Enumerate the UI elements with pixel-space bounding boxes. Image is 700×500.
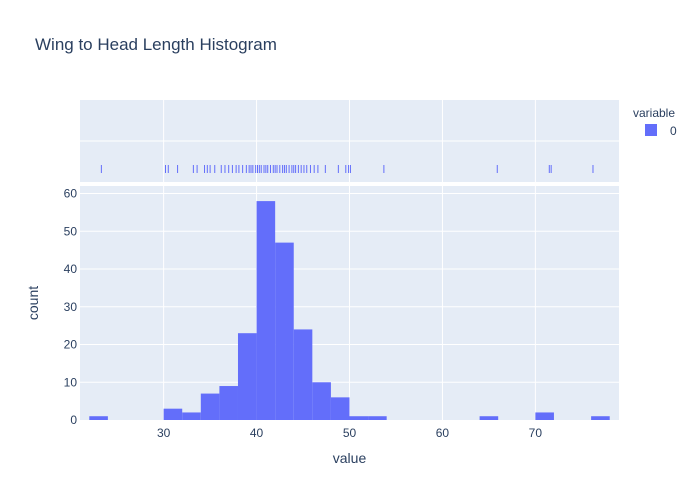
histogram-bar[interactable]	[163, 408, 183, 420]
histogram-grid	[80, 186, 619, 420]
x-axis-label: value	[333, 450, 367, 466]
y-axis-ticks: 0 10 20 30 40 50 60	[64, 187, 78, 427]
histogram-bar[interactable]	[182, 412, 201, 420]
x-tick-label: 60	[436, 426, 450, 440]
histogram-bar[interactable]	[535, 412, 554, 420]
histogram-bar[interactable]	[312, 382, 331, 420]
legend-entry[interactable]: 0	[670, 124, 677, 138]
y-tick-label: 30	[64, 300, 78, 314]
histogram-bar[interactable]	[237, 333, 257, 420]
rug-marks	[100, 165, 594, 173]
histogram-bar[interactable]	[368, 416, 387, 420]
legend: variable 0	[633, 106, 677, 138]
histogram-bar[interactable]	[89, 416, 108, 420]
histogram-bar[interactable]	[349, 416, 369, 420]
y-tick-label: 50	[64, 224, 78, 238]
histogram-bar[interactable]	[275, 242, 294, 420]
y-tick-label: 40	[64, 262, 78, 276]
legend-title: variable	[633, 106, 675, 120]
histogram-bar[interactable]	[591, 416, 610, 420]
histogram-bar[interactable]	[293, 329, 313, 420]
histogram-bars	[89, 201, 610, 420]
histogram-bar[interactable]	[479, 416, 499, 420]
y-tick-label: 0	[70, 413, 77, 427]
chart-title: Wing to Head Length Histogram	[35, 35, 277, 54]
histogram-bar[interactable]	[200, 393, 220, 420]
x-axis-ticks: 30 40 50 60 70	[157, 426, 542, 440]
y-tick-label: 10	[64, 375, 78, 389]
y-tick-label: 20	[64, 338, 78, 352]
legend-swatch[interactable]	[645, 124, 657, 136]
x-tick-label: 40	[250, 426, 264, 440]
x-tick-label: 30	[157, 426, 171, 440]
x-tick-label: 50	[343, 426, 357, 440]
histogram-bar[interactable]	[330, 397, 350, 420]
x-tick-label: 70	[529, 426, 543, 440]
rug-grid	[80, 100, 619, 182]
y-tick-label: 60	[64, 187, 78, 201]
y-axis-label: count	[25, 286, 41, 320]
histogram-bar[interactable]	[219, 386, 238, 420]
histogram-bar[interactable]	[256, 201, 276, 420]
